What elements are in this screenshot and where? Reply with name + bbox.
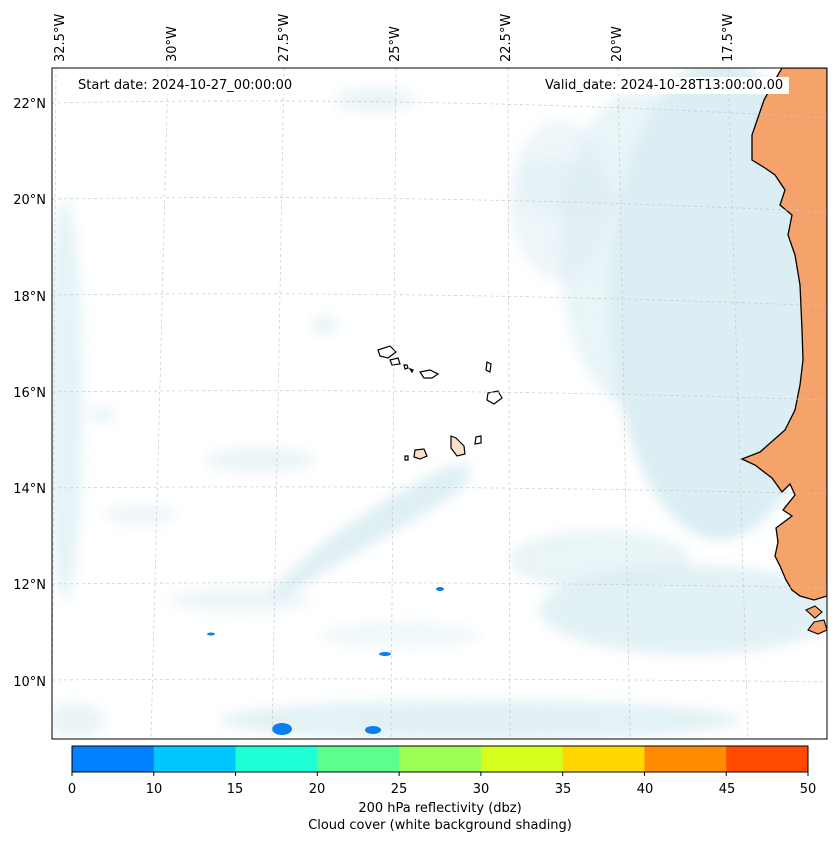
colorbar bbox=[71, 745, 809, 776]
colorbar-sublabel: Cloud cover (white background shading) bbox=[308, 818, 572, 833]
valid-date-label: Valid_date: 2024-10-28T13:00:00.00 bbox=[539, 77, 790, 94]
colorbar-tick-15: 15 bbox=[226, 782, 244, 797]
lat-label-16n: 16°N bbox=[13, 386, 46, 401]
colorbar-segment bbox=[399, 746, 482, 772]
lon-label-17.5w: 17.5°W bbox=[721, 13, 736, 62]
colorbar-segment bbox=[72, 746, 155, 772]
colorbar-segment bbox=[153, 746, 237, 772]
colorbar-tick-35: 35 bbox=[554, 782, 572, 797]
colorbar-tick-25: 25 bbox=[390, 782, 408, 797]
colorbar-segment bbox=[317, 746, 400, 772]
colorbar-segment bbox=[726, 746, 809, 772]
lon-label-27.5w: 27.5°W bbox=[277, 13, 292, 62]
lat-label-10n: 10°N bbox=[13, 675, 46, 690]
graticule bbox=[52, 68, 827, 739]
colorbar-tick-10: 10 bbox=[145, 782, 163, 797]
colorbar-tick-20: 20 bbox=[308, 782, 326, 797]
bijagos-islands bbox=[804, 605, 827, 635]
lon-label-22.5w: 22.5°W bbox=[499, 13, 514, 62]
lat-label-18n: 18°N bbox=[13, 290, 46, 305]
lat-label-22n: 22°N bbox=[13, 97, 46, 112]
colorbar-tick-30: 30 bbox=[472, 782, 490, 797]
colorbar-tick-50: 50 bbox=[799, 782, 817, 797]
colorbar-tick-0: 0 bbox=[67, 782, 77, 797]
cloud-cover-shading bbox=[52, 68, 827, 739]
colorbar-segment bbox=[644, 746, 727, 772]
colorbar-frame bbox=[71, 745, 809, 773]
colorbar-segment bbox=[480, 746, 564, 772]
lat-label-20n: 20°N bbox=[13, 193, 46, 208]
lon-label-32.5w: 32.5°W bbox=[53, 13, 68, 62]
lat-label-14n: 14°N bbox=[13, 482, 46, 497]
lon-label-25w: 25°W bbox=[388, 26, 403, 62]
colorbar-segment bbox=[562, 746, 645, 772]
cape-verde-islands bbox=[377, 345, 503, 461]
colorbar-tick-40: 40 bbox=[636, 782, 654, 797]
lon-label-20w: 20°W bbox=[610, 26, 625, 62]
map-frame bbox=[51, 67, 828, 740]
colorbar-label: 200 hPa reflectivity (dbz) bbox=[358, 801, 522, 816]
colorbar-segment bbox=[235, 746, 318, 772]
lon-label-30w: 30°W bbox=[165, 26, 180, 62]
africa-landmass bbox=[740, 68, 827, 601]
lat-label-12n: 12°N bbox=[13, 578, 46, 593]
start-date-label: Start date: 2024-10-27_00:00:00 bbox=[72, 77, 299, 94]
reflectivity-echoes bbox=[207, 587, 444, 735]
colorbar-tick-45: 45 bbox=[718, 782, 736, 797]
